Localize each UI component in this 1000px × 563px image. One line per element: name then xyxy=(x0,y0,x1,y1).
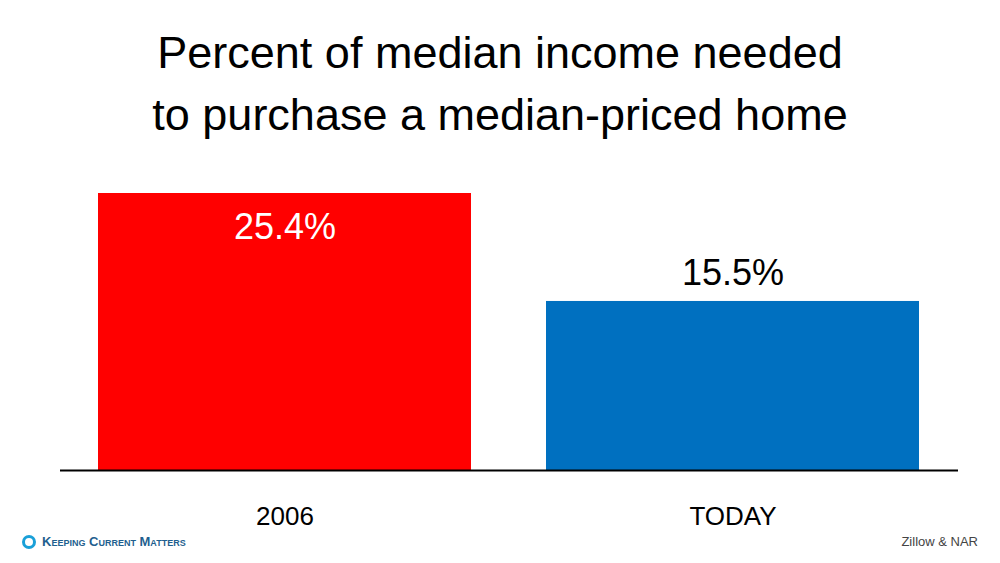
svg-text:15.5%: 15.5% xyxy=(682,252,784,293)
svg-text:25.4%: 25.4% xyxy=(234,206,336,247)
html-text:Percent of median income neede: Percent of median income needed to purch… xyxy=(152,27,848,140)
svg-text:2006: 2006 xyxy=(256,501,314,531)
html-text:Zillow & NAR: Zillow & NAR xyxy=(901,534,978,549)
html-text:Keeping Current Matters: Keeping Current Matters xyxy=(42,534,186,549)
svg-text:TODAY: TODAY xyxy=(689,501,776,531)
